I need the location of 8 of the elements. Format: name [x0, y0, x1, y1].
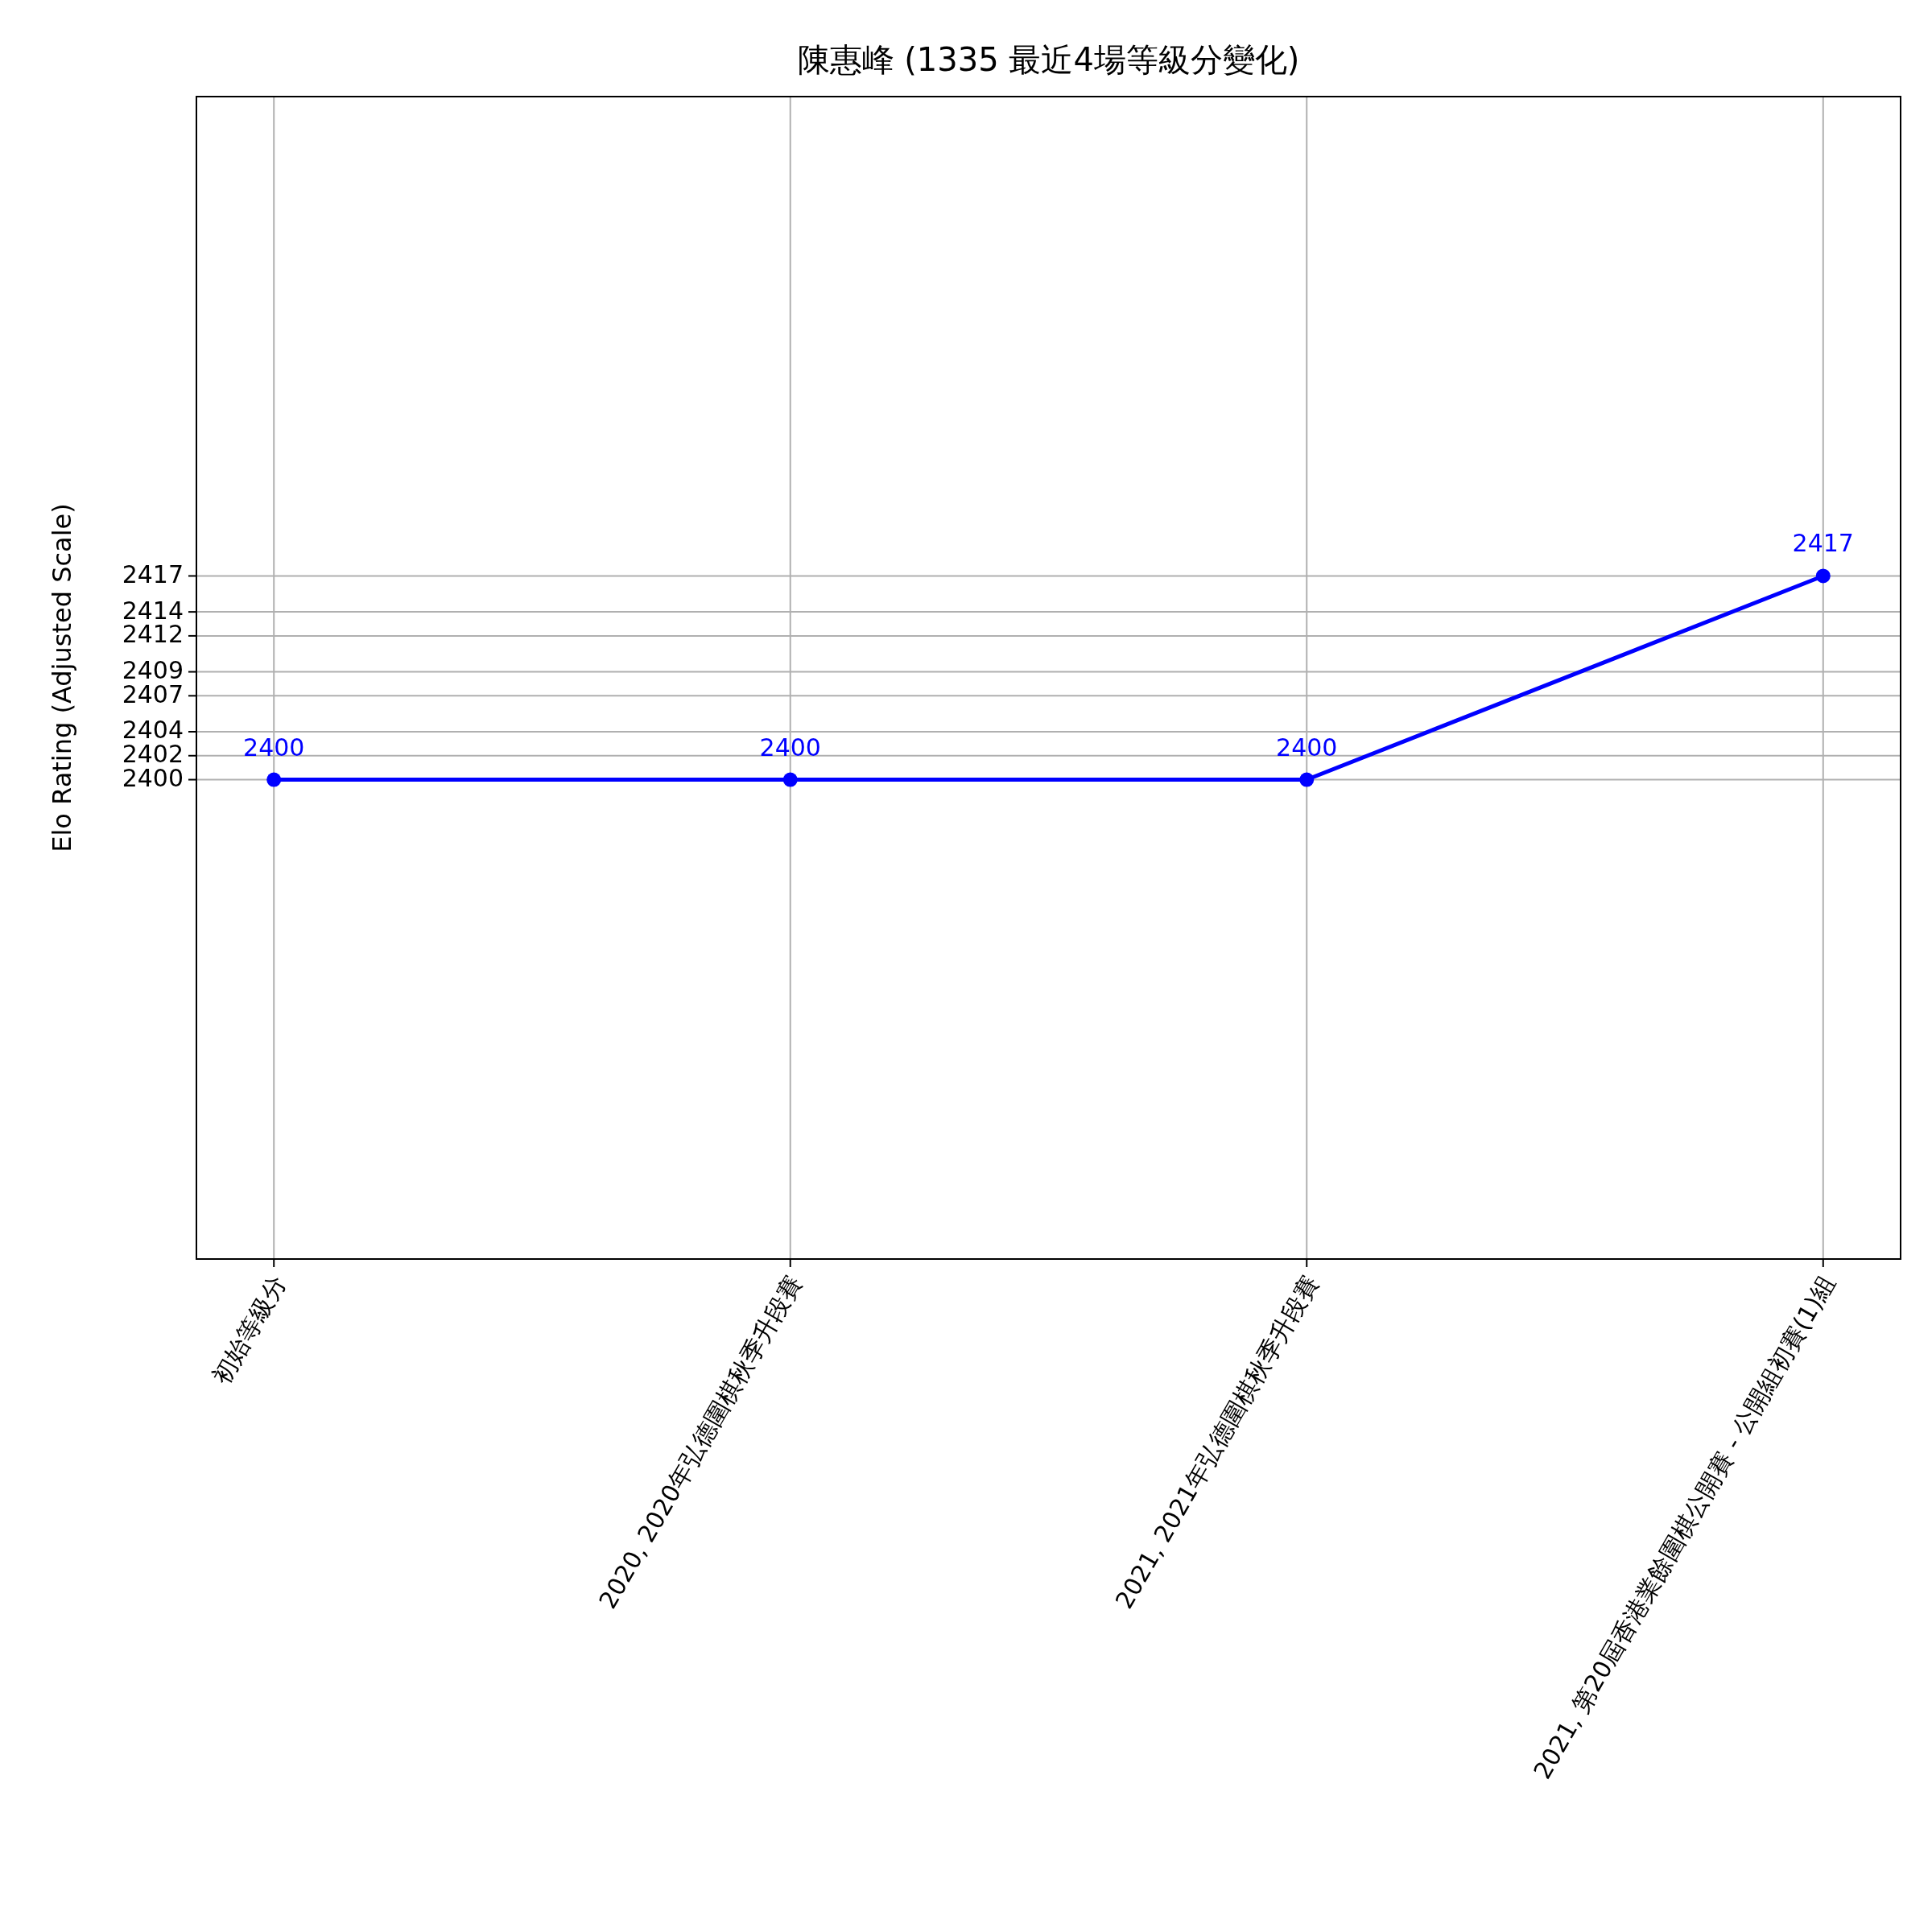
y-tick-label: 2417: [122, 559, 184, 588]
data-label: 2417: [1792, 529, 1854, 558]
data-label: 2400: [243, 733, 305, 762]
data-label: 2400: [759, 733, 821, 762]
data-label: 2400: [1276, 733, 1338, 762]
x-tick-label: 初始等級分: [206, 1270, 291, 1389]
chart-title: 陳惠峰 (1335 最近4場等級分變化): [797, 41, 1300, 78]
y-axis-title: Elo Rating (Adjusted Scale): [47, 503, 77, 852]
